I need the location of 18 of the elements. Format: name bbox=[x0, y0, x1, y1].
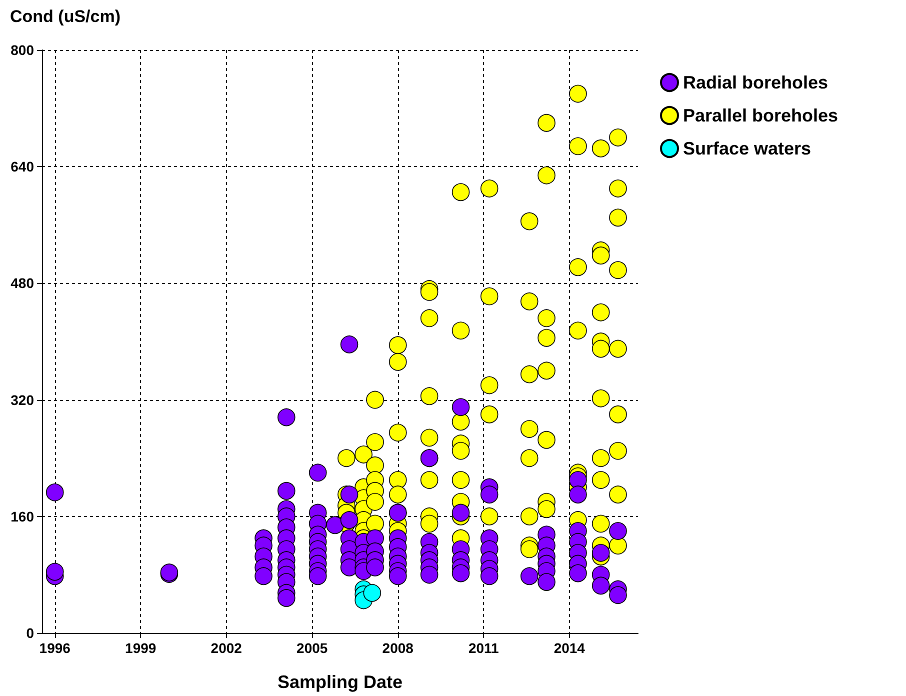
y-axis-title: Cond (uS/cm) bbox=[10, 7, 120, 26]
y-tick-label: 160 bbox=[10, 508, 34, 524]
x-tick-label: 2014 bbox=[554, 640, 586, 656]
y-tick-label: 800 bbox=[10, 42, 34, 58]
x-tick-label: 1999 bbox=[125, 640, 156, 656]
x-tick-label: 1996 bbox=[39, 640, 71, 656]
y-tick-label: 320 bbox=[10, 392, 34, 408]
y-tick-label: 480 bbox=[10, 275, 34, 292]
x-tick-label: 2008 bbox=[382, 640, 414, 656]
x-tick-label: 2002 bbox=[210, 640, 242, 656]
y-tick-label: 0 bbox=[26, 625, 34, 641]
x-tick-label: 2011 bbox=[468, 640, 500, 656]
legend-label: Parallel boreholes bbox=[683, 106, 838, 126]
legend-label: Surface waters bbox=[683, 138, 812, 158]
x-axis-title: Sampling Date bbox=[277, 672, 403, 692]
x-tick-label: 2005 bbox=[296, 640, 328, 656]
legend-label: Radial boreholes bbox=[683, 72, 828, 92]
y-tick-label: 640 bbox=[10, 158, 34, 175]
